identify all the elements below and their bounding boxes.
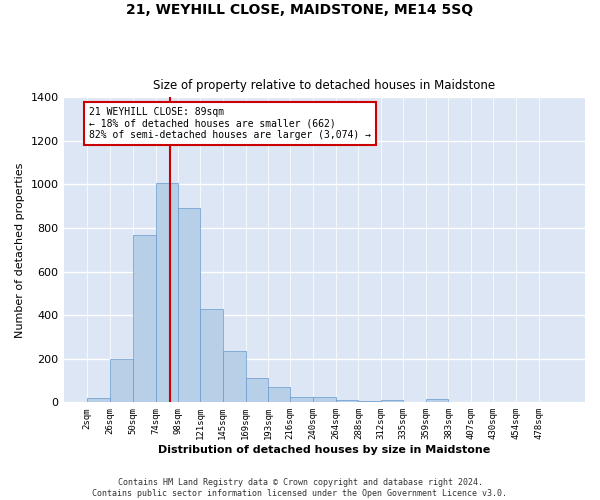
Bar [268,387,290,402]
Bar [381,400,403,402]
Bar [178,208,200,402]
Bar [223,350,245,403]
Bar [87,398,110,402]
Bar [200,308,223,402]
Bar [133,234,155,402]
Bar [358,401,381,402]
Bar [335,400,358,402]
Bar [290,397,313,402]
Bar [245,378,268,402]
Text: 21 WEYHILL CLOSE: 89sqm
← 18% of detached houses are smaller (662)
82% of semi-d: 21 WEYHILL CLOSE: 89sqm ← 18% of detache… [89,107,371,140]
Title: Size of property relative to detached houses in Maidstone: Size of property relative to detached ho… [153,79,496,92]
Text: Contains HM Land Registry data © Crown copyright and database right 2024.
Contai: Contains HM Land Registry data © Crown c… [92,478,508,498]
Y-axis label: Number of detached properties: Number of detached properties [15,162,25,338]
Bar [313,398,335,402]
Text: 21, WEYHILL CLOSE, MAIDSTONE, ME14 5SQ: 21, WEYHILL CLOSE, MAIDSTONE, ME14 5SQ [127,2,473,16]
X-axis label: Distribution of detached houses by size in Maidstone: Distribution of detached houses by size … [158,445,490,455]
Bar [426,399,448,402]
Bar [155,184,178,402]
Bar [110,359,133,403]
